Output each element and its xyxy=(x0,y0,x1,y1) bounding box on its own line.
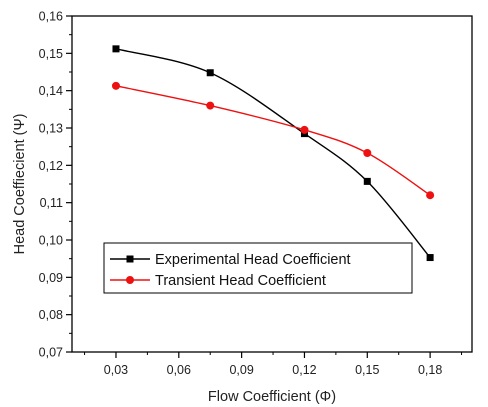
data-point xyxy=(300,125,309,134)
legend-box xyxy=(103,242,413,294)
y-tick-label: 0,08 xyxy=(39,308,63,322)
data-point xyxy=(363,177,371,185)
x-axis-title: Flow Coefficient (Φ) xyxy=(208,389,336,405)
plot-frame xyxy=(71,15,473,353)
data-point xyxy=(426,254,434,262)
legend-marker xyxy=(126,276,134,284)
y-tick-label: 0,07 xyxy=(39,346,63,360)
x-tick-label: 0,03 xyxy=(104,363,128,377)
legend-label: Experimental Head Coefficient xyxy=(155,252,351,268)
legend-marker xyxy=(126,255,134,263)
y-tick-label: 0,13 xyxy=(39,122,63,136)
data-point xyxy=(206,101,215,110)
y-tick-label: 0,09 xyxy=(39,271,63,285)
data-point xyxy=(426,191,435,200)
y-tick-label: 0,11 xyxy=(40,196,63,210)
data-point xyxy=(206,69,214,77)
data-point xyxy=(363,149,372,158)
x-axis: 0,03 0,06 0,09 0,12 0,15 0,18 xyxy=(84,352,463,377)
y-axis: 0,07 0,08 0,09 0,10 0,11 0,12 0,13 0,14 0,15 0,16 xyxy=(39,10,72,360)
x-tick-label: 0,09 xyxy=(229,363,253,377)
series-line-1 xyxy=(115,48,431,258)
x-tick-label: 0,12 xyxy=(292,363,316,377)
x-tick-label: 0,15 xyxy=(355,363,379,377)
data-point xyxy=(111,81,120,90)
legend: Experimental Head Coefficient Transient H… xyxy=(103,242,413,294)
y-tick-label: 0,10 xyxy=(39,234,63,248)
y-tick-label: 0,15 xyxy=(39,47,63,61)
series-line-2 xyxy=(115,85,431,196)
x-tick-label: 0,06 xyxy=(167,363,191,377)
x-tick-label: 0,18 xyxy=(418,363,442,377)
legend-label: Transient Head Coefficient xyxy=(155,273,326,289)
series-layer xyxy=(111,45,435,262)
data-point xyxy=(112,45,120,53)
y-axis-title: Head Coeffiecient (Ψ) xyxy=(12,114,28,255)
y-tick-label: 0,12 xyxy=(39,159,63,173)
y-tick-label: 0,14 xyxy=(39,84,63,98)
y-tick-label: 0,16 xyxy=(39,10,63,24)
